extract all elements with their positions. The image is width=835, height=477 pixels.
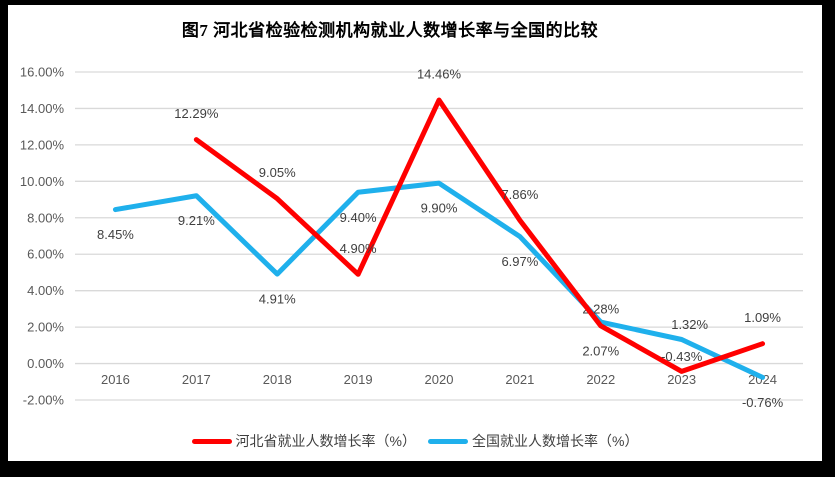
national-data-label: -0.76% <box>742 395 784 410</box>
chart-legend: 河北省就业人数增长率（%） 全国就业人数增长率（%） <box>8 431 822 451</box>
national-data-label: 6.97% <box>501 254 538 269</box>
hebei-data-label: 2.07% <box>582 343 619 358</box>
hebei-data-label: 14.46% <box>417 67 462 82</box>
hebei-data-label: 4.90% <box>340 241 377 256</box>
x-tick-label: 2017 <box>182 372 211 387</box>
national-data-label: 9.40% <box>340 210 377 225</box>
y-tick-label: 12.00% <box>20 137 65 152</box>
national-data-label: 9.21% <box>178 213 215 228</box>
hebei-data-label: 9.05% <box>259 165 296 180</box>
hebei-data-label: -0.43% <box>661 349 703 364</box>
chart-canvas: 图7 河北省检验检测机构就业人数增长率与全国的比较 16.00% 14.00% 12… <box>8 5 822 461</box>
hebei-data-label: 7.86% <box>501 187 538 202</box>
hebei-line-swatch <box>191 438 232 444</box>
x-tick-label: 2022 <box>586 372 615 387</box>
hebei-data-label: 12.29% <box>174 106 219 121</box>
x-tick-label: 2023 <box>667 372 696 387</box>
national-series-line <box>112 180 766 380</box>
y-tick-label: 14.00% <box>20 101 65 116</box>
legend-label-national: 全国就业人数增长率（%） <box>472 433 639 449</box>
x-tick-label: 2016 <box>101 372 130 387</box>
hebei-data-label: 1.09% <box>744 310 781 325</box>
national-line-swatch <box>428 438 468 444</box>
y-tick-label: -2.00% <box>23 393 65 408</box>
national-data-label: 4.91% <box>259 292 296 307</box>
legend-label-hebei: 河北省就业人数增长率（%） <box>235 433 416 449</box>
y-tick-label: 16.00% <box>20 65 65 80</box>
legend-item-hebei: 河北省就业人数增长率（%） <box>191 431 416 451</box>
y-tick-label: 8.00% <box>27 210 64 225</box>
national-data-label: 1.32% <box>671 317 708 332</box>
legend-item-national: 全国就业人数增长率（%） <box>428 431 638 451</box>
y-tick-label: 2.00% <box>27 320 64 335</box>
chart-title: 图7 河北省检验检测机构就业人数增长率与全国的比较 <box>181 21 599 40</box>
x-tick-label: 2020 <box>425 372 454 387</box>
y-tick-label: 0.00% <box>27 356 64 371</box>
x-tick-label: 2021 <box>505 372 534 387</box>
y-tick-label: 4.00% <box>27 283 64 298</box>
national-data-label: 9.90% <box>421 201 458 216</box>
x-tick-label: 2019 <box>344 372 373 387</box>
hebei-series-line <box>193 97 766 374</box>
y-tick-label: 6.00% <box>27 247 64 262</box>
national-data-label: 8.45% <box>97 227 134 242</box>
y-tick-label: 10.00% <box>20 174 65 189</box>
line-chart-plot: 16.00% 14.00% 12.00% 10.00% 8.00% 6.00% 4.00% 2… <box>20 65 803 410</box>
x-tick-label: 2018 <box>263 372 292 387</box>
